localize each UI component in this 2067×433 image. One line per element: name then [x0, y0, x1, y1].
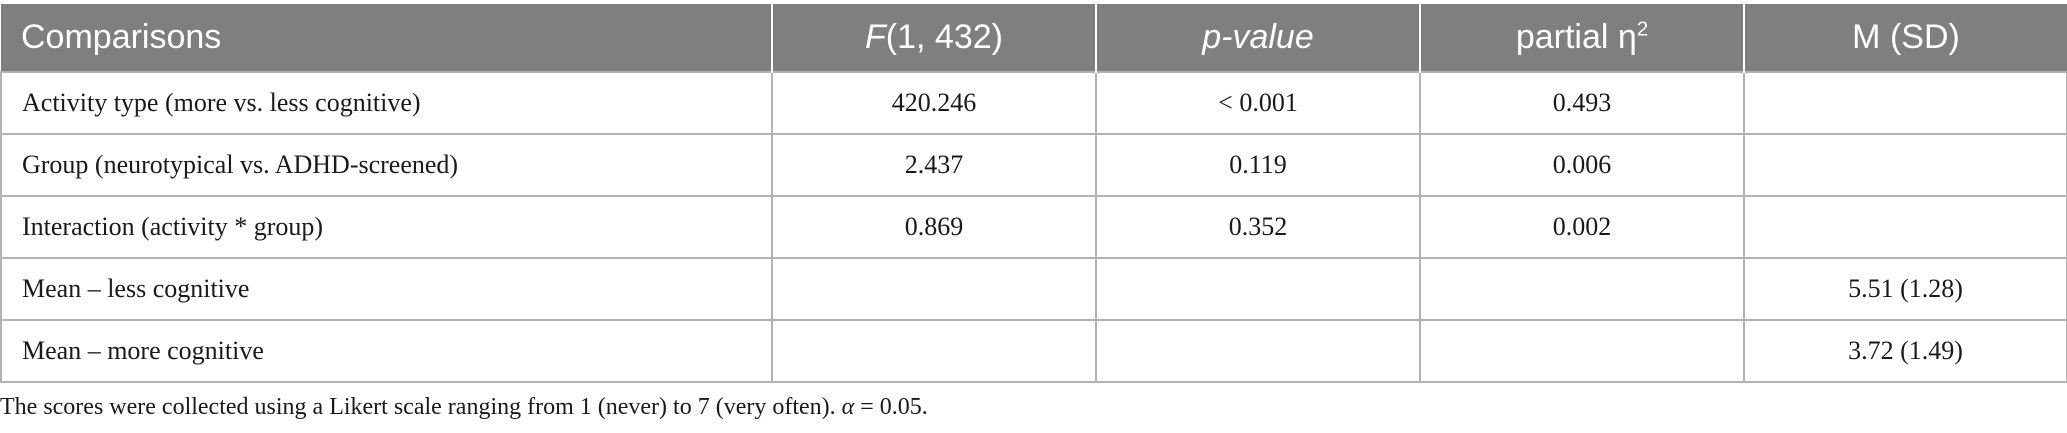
table-row: Interaction (activity * group) 0.869 0.3…	[0, 195, 2067, 259]
row-p	[1095, 257, 1421, 321]
header-f-df: (1, 432)	[885, 18, 1003, 56]
header-partial-eta-label: partial η	[1515, 18, 1637, 56]
header-partial-eta-sup: 2	[1636, 18, 1649, 41]
row-p: < 0.001	[1095, 71, 1421, 135]
row-msd: 3.72 (1.49)	[1743, 319, 2067, 383]
table-header-row: Comparisons F(1, 432) p-value partial η2…	[1, 4, 2067, 72]
row-label: Interaction (activity * group)	[0, 195, 773, 259]
header-f-statistic: F(1, 432)	[772, 4, 1097, 72]
row-msd	[1743, 71, 2067, 135]
results-table-container: Comparisons F(1, 432) p-value partial η2…	[0, 4, 2067, 383]
row-f: 2.437	[771, 133, 1097, 197]
results-table: Comparisons F(1, 432) p-value partial η2…	[0, 4, 2067, 383]
header-p-value: p-value	[1096, 4, 1421, 72]
table-row: Mean – more cognitive 3.72 (1.49)	[0, 319, 2067, 383]
row-f: 0.869	[771, 195, 1097, 259]
table-row: Activity type (more vs. less cognitive) …	[0, 71, 2067, 135]
row-label: Mean – less cognitive	[0, 257, 773, 321]
row-eta: 0.006	[1419, 133, 1745, 197]
row-p: 0.119	[1095, 133, 1421, 197]
table-row: Mean – less cognitive 5.51 (1.28)	[0, 257, 2067, 321]
footnote-text: The scores were collected using a Likert…	[0, 394, 842, 420]
header-partial-eta: partial η2	[1420, 4, 1745, 72]
row-p	[1095, 319, 1421, 383]
row-f: 420.246	[771, 71, 1097, 135]
header-m-sd: M (SD)	[1744, 4, 2067, 72]
table-row: Group (neurotypical vs. ADHD-screened) 2…	[0, 133, 2067, 197]
row-label: Mean – more cognitive	[0, 319, 773, 383]
row-p: 0.352	[1095, 195, 1421, 259]
footnote-alpha-value: = 0.05.	[854, 394, 928, 420]
header-p-value-label: p-value	[1202, 18, 1314, 56]
row-msd	[1743, 133, 2067, 197]
row-f	[771, 319, 1097, 383]
table-footnote: The scores were collected using a Likert…	[0, 394, 928, 421]
row-msd	[1743, 195, 2067, 259]
row-label: Group (neurotypical vs. ADHD-screened)	[0, 133, 773, 197]
footnote-alpha-symbol: α	[841, 394, 855, 420]
header-comparisons: Comparisons	[1, 4, 773, 72]
row-msd: 5.51 (1.28)	[1743, 257, 2067, 321]
row-eta: 0.002	[1419, 195, 1745, 259]
row-label: Activity type (more vs. less cognitive)	[0, 71, 773, 135]
row-eta: 0.493	[1419, 71, 1745, 135]
row-eta	[1419, 257, 1745, 321]
row-f	[771, 257, 1097, 321]
header-f-letter: F	[865, 18, 886, 56]
row-eta	[1419, 319, 1745, 383]
